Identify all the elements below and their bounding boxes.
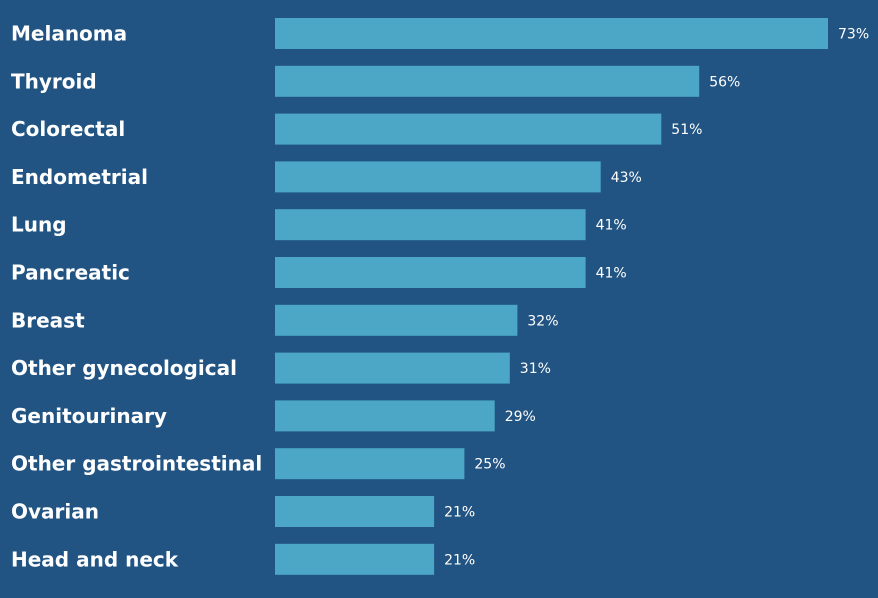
value-label: 41% [596, 218, 627, 234]
category-label: Melanoma [11, 22, 127, 46]
bar-row: Colorectal 51% [11, 113, 702, 145]
bar [275, 543, 435, 575]
category-label: Endometrial [11, 165, 148, 189]
value-label: 43% [611, 170, 642, 186]
bar-row: Genitourinary 29% [11, 400, 536, 432]
value-label: 41% [596, 266, 627, 282]
bar [275, 113, 662, 145]
category-label: Lung [11, 213, 67, 237]
category-label: Colorectal [11, 117, 125, 141]
category-label: Pancreatic [11, 261, 130, 285]
bar [275, 209, 586, 241]
value-label: 32% [527, 313, 558, 329]
bar [275, 257, 586, 288]
category-label: Ovarian [11, 500, 99, 524]
bar [275, 18, 828, 49]
bar [275, 448, 465, 480]
bar [275, 352, 510, 384]
bar [275, 400, 495, 432]
bar-row: Breast 32% [11, 304, 559, 336]
category-label: Thyroid [11, 69, 97, 93]
bar [275, 304, 518, 336]
bar [275, 65, 700, 97]
bar-row: Other gynecological 31% [11, 352, 551, 384]
value-label: 29% [505, 409, 536, 425]
value-label: 31% [520, 361, 551, 377]
category-label: Genitourinary [11, 404, 167, 428]
category-label: Breast [11, 308, 85, 332]
bar [275, 161, 601, 193]
value-label: 51% [671, 122, 702, 138]
value-label: 21% [444, 552, 475, 568]
value-label: 25% [474, 457, 505, 473]
bar-row: Other gastrointestinal 25% [11, 448, 506, 480]
bar-row: Pancreatic 41% [11, 257, 627, 288]
bar-row: Thyroid 56% [11, 65, 740, 97]
value-label: 56% [709, 74, 740, 90]
category-label: Other gastrointestinal [11, 452, 262, 476]
bar-row: Head and neck 21% [11, 543, 475, 575]
value-label: 21% [444, 505, 475, 521]
bar [275, 496, 435, 527]
bar-row: Ovarian 21% [11, 496, 475, 527]
bar-row: Lung 41% [11, 209, 627, 241]
category-label: Other gynecological [11, 356, 237, 380]
category-label: Head and neck [11, 547, 179, 571]
value-label: 73% [838, 27, 869, 43]
bar-row: Endometrial 43% [11, 161, 642, 193]
bar-row: Melanoma 73% [11, 18, 869, 49]
